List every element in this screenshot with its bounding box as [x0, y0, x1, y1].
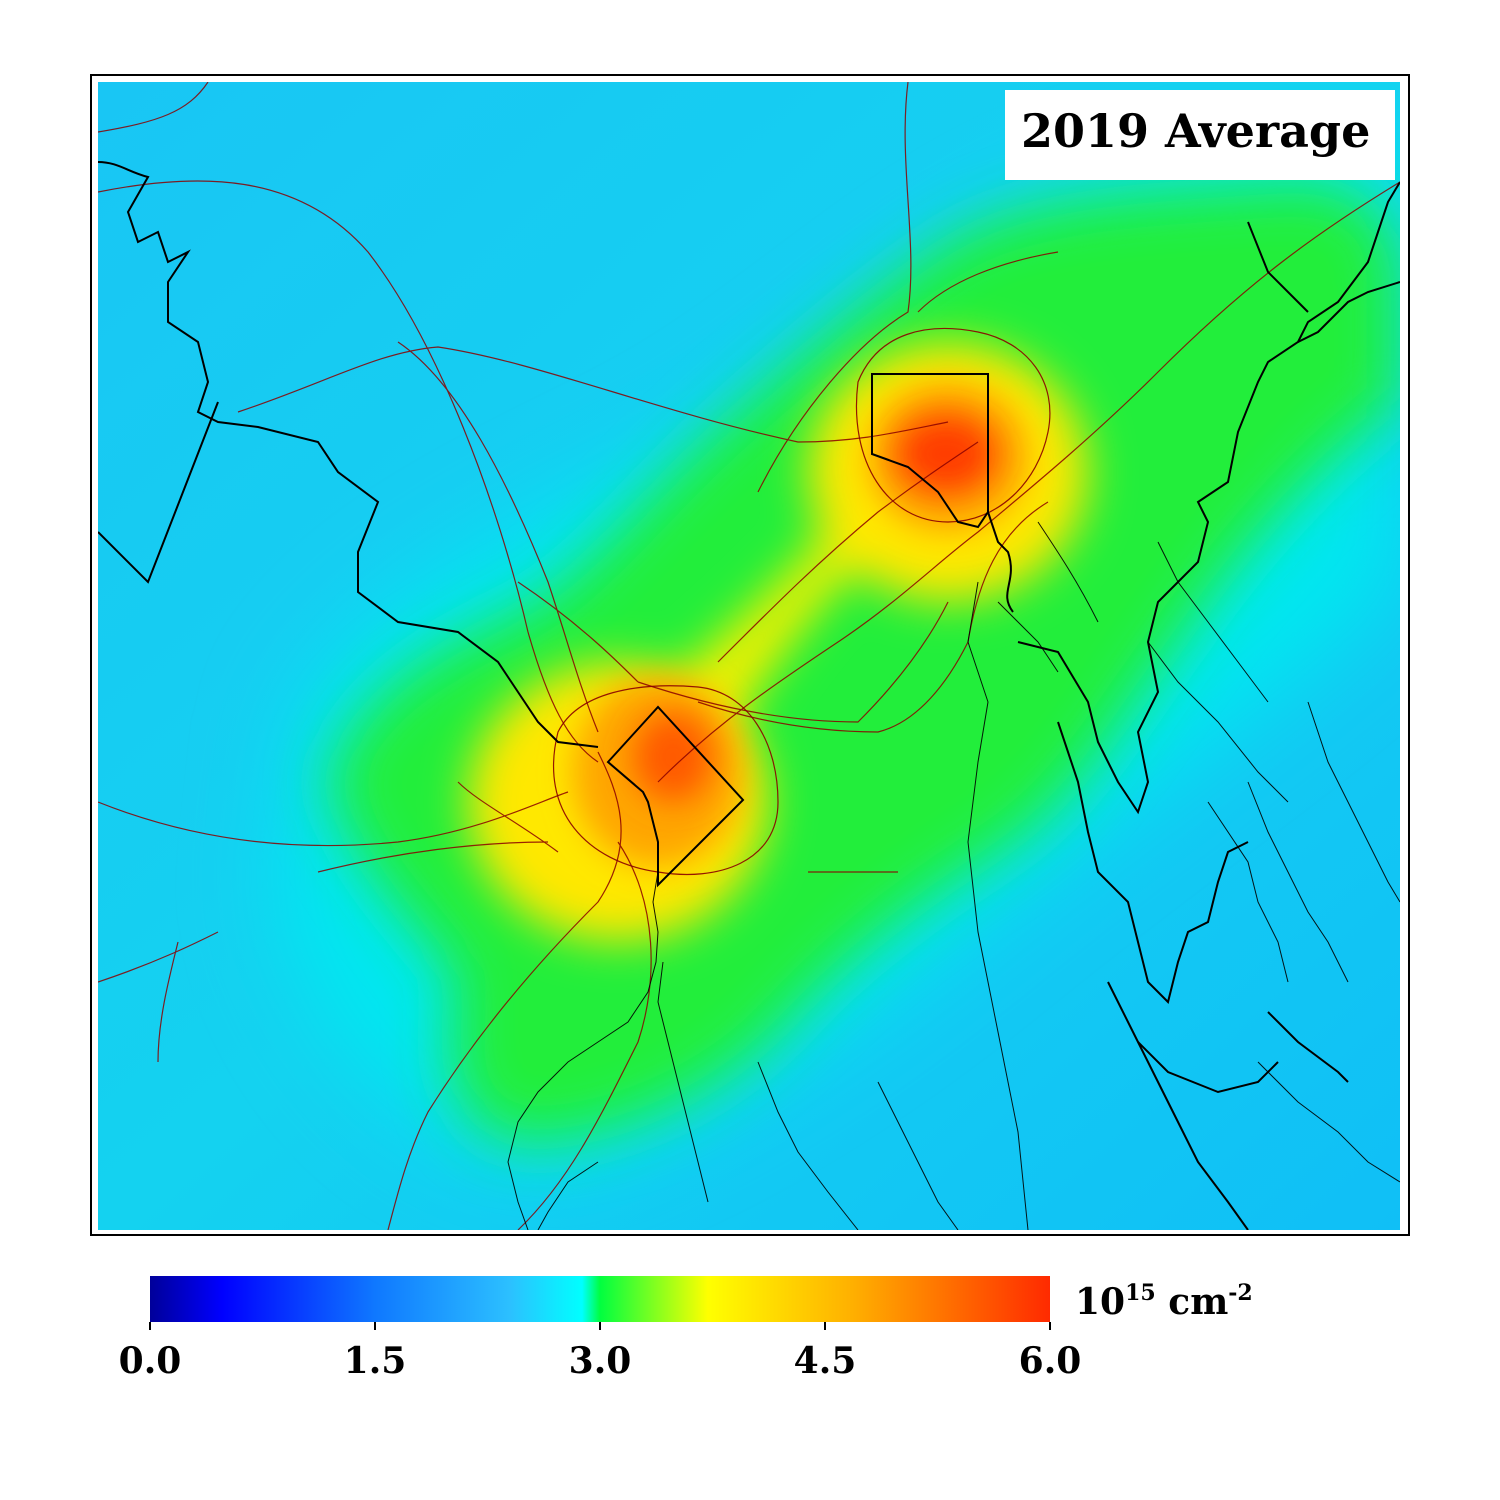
colorbar [150, 1276, 1050, 1322]
no2-map [98, 82, 1400, 1230]
colorbar-tick-label-4: 6.0 [1018, 1340, 1082, 1382]
colorbar-tick-1 [374, 1322, 376, 1330]
unit-suffix-exponent: -2 [1228, 1280, 1253, 1306]
colorbar-tick-label-2: 3.0 [568, 1340, 632, 1382]
unit-exponent: 15 [1125, 1280, 1156, 1306]
unit-base: 10 [1075, 1281, 1126, 1323]
colorbar-unit-label: 1015 cm-2 [1075, 1280, 1253, 1323]
colorbar-tick-4 [1049, 1322, 1051, 1330]
state-borders [98, 161, 1400, 1230]
unit-suffix: cm [1168, 1281, 1229, 1323]
colorbar-tick-label-3: 4.5 [793, 1340, 857, 1382]
beltways [553, 327, 1051, 876]
colorbar-tick-label-0: 0.0 [118, 1340, 182, 1382]
colorbar-tick-2 [599, 1322, 601, 1330]
red-cores [633, 414, 996, 802]
colorbar-tick-3 [824, 1322, 826, 1330]
colorbar-tick-0 [149, 1322, 151, 1330]
map-title: 2019 Average [1021, 104, 1371, 158]
colorbar-gradient [150, 1276, 1050, 1322]
title-box: 2019 Average [1005, 90, 1395, 180]
colorbar-tick-label-1: 1.5 [343, 1340, 407, 1382]
shorelines [507, 521, 1400, 1230]
